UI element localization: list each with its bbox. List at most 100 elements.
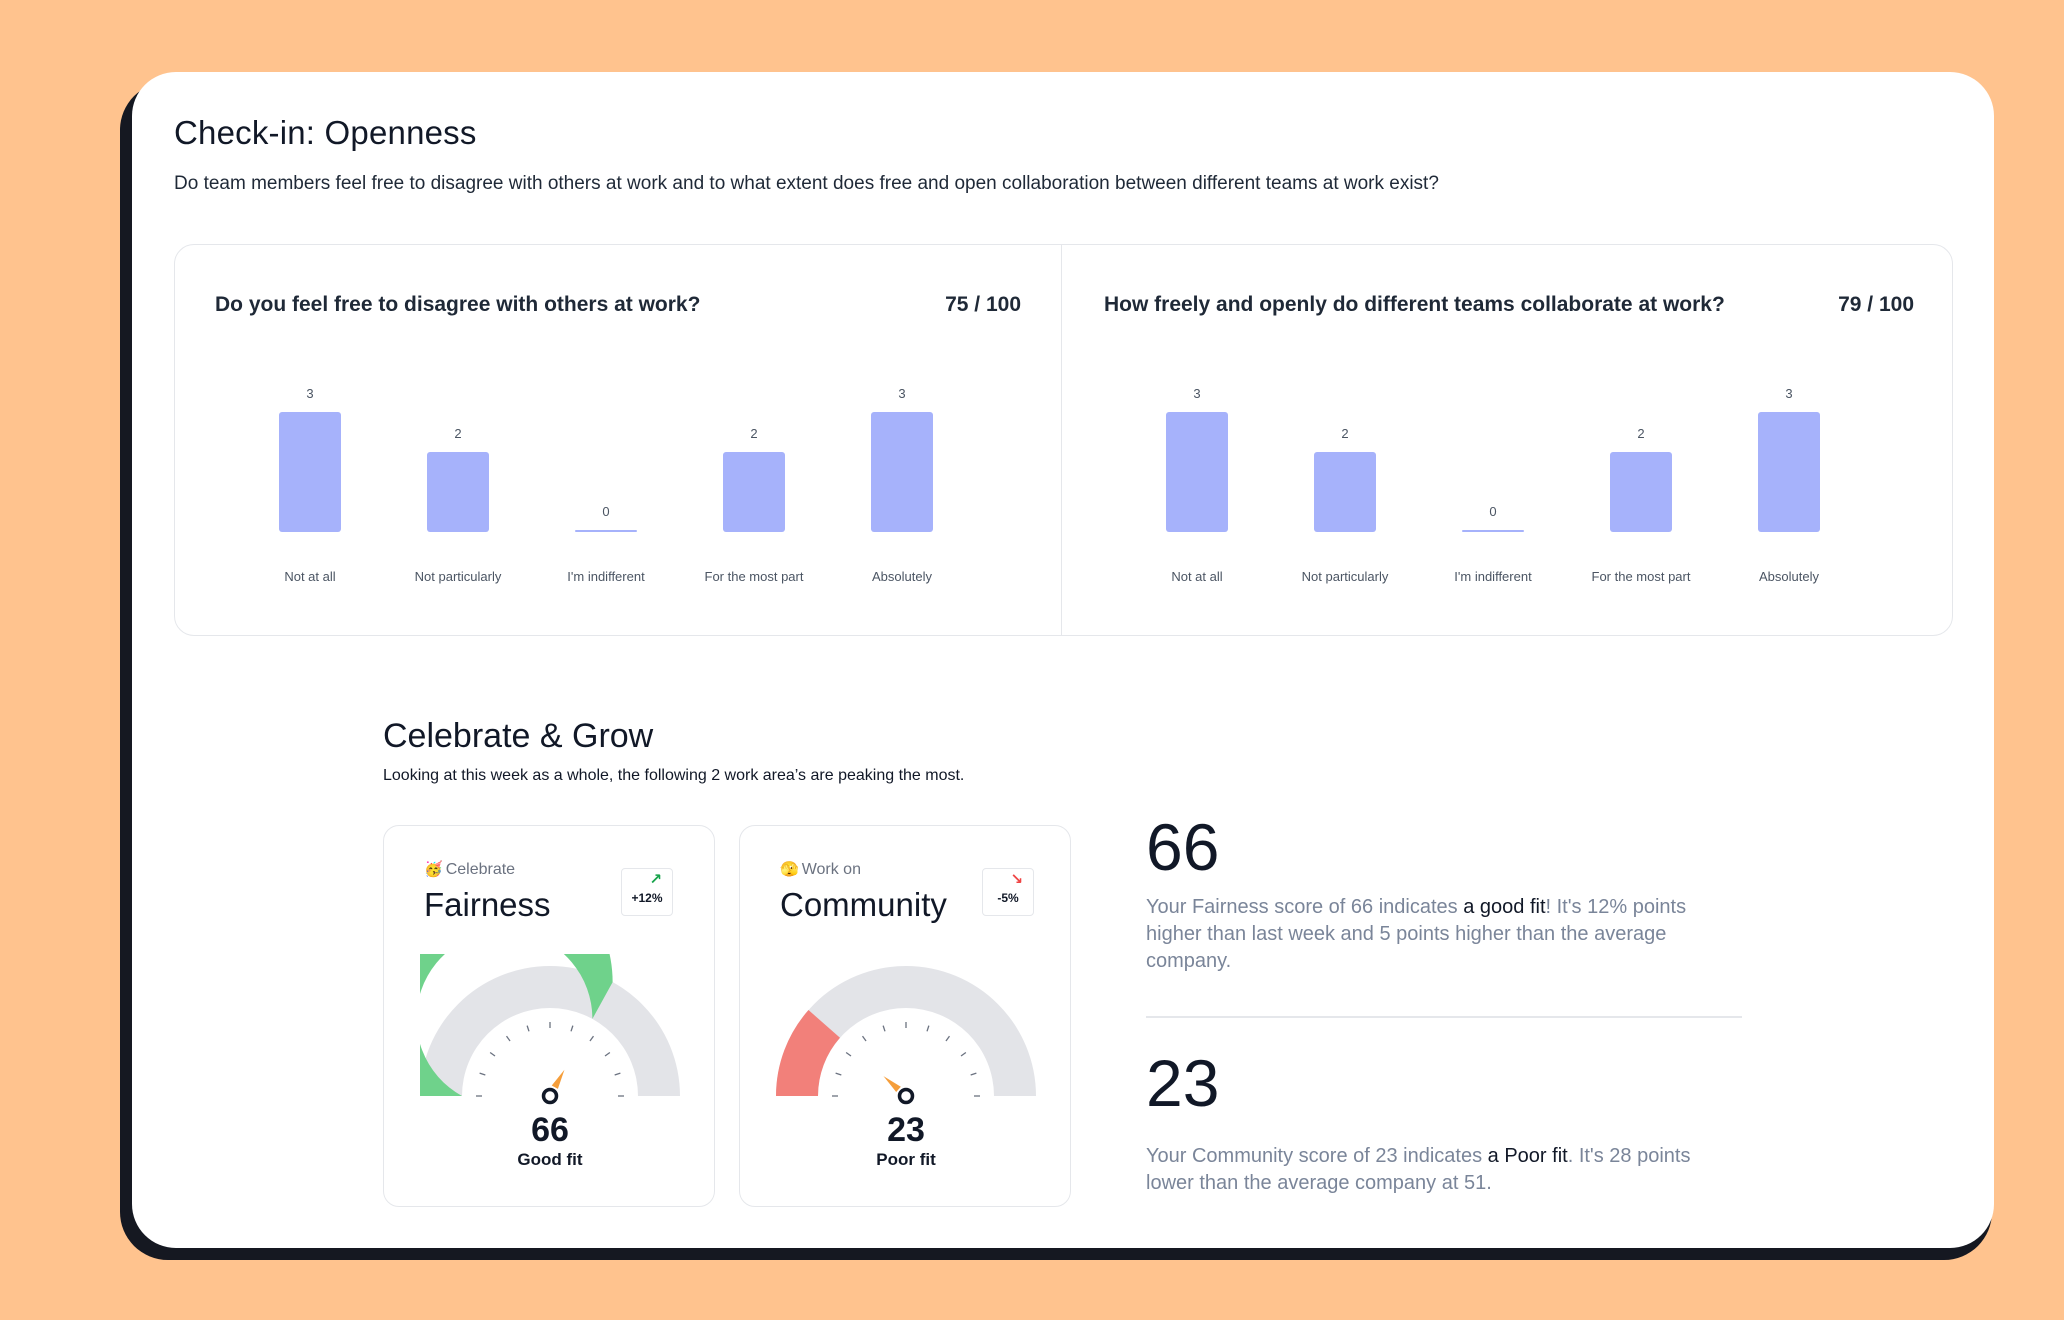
summary-text-fairness: Your Fairness score of 66 indicates a go… [1146,894,1706,975]
bar [279,412,341,532]
gauge-tick [570,1025,574,1032]
gauge-tick [479,1072,486,1076]
gauge-score: 66 [531,1111,569,1149]
bar [427,452,489,532]
question-title: How freely and openly do different teams… [1104,293,1725,316]
bar-value-label: 0 [1489,504,1497,519]
bar-category-label: For the most part [704,569,804,584]
gauge-tick [926,1025,930,1032]
gauge-tick [589,1035,595,1042]
bar [1166,412,1228,532]
bar [1610,452,1672,532]
gauge-tick [526,1025,530,1032]
gauge-chart [776,966,1036,1105]
gauge-needle [551,1069,565,1089]
gauge-score: 23 [887,1111,925,1149]
summary-text-part: Your Community score of 23 indicates [1146,1145,1488,1167]
bar-category-label: Absolutely [1759,569,1819,584]
party-face-icon: 🥳 [424,861,443,878]
section-description: Looking at this week as a whole, the fol… [383,767,965,784]
bar-value-label: 3 [306,386,314,401]
gauge-track [420,966,680,1096]
bar-value-label: 3 [898,386,906,401]
bar-value-label: 3 [1193,386,1201,401]
bar-category-label: Not at all [1171,569,1223,584]
question-title: Do you feel free to disagree with others… [215,293,701,316]
arrow-down-right-icon: ↘ [1010,871,1023,888]
gauge-tick [960,1051,967,1057]
summary-score-community: 23 [1146,1046,1220,1120]
question-panel-1: Do you feel free to disagree with others… [175,245,1061,635]
card-tag: 🥳 Celebrate [424,860,515,879]
checkin-card: Check-in: Openness Do team members feel … [132,72,1994,1248]
gauge-tick [945,1035,951,1042]
gauge-fill [776,1010,840,1096]
bar [1462,530,1524,532]
gauge-pivot [897,1087,915,1105]
gauge-pivot [541,1087,559,1105]
section-title: Celebrate & Grow [383,717,654,755]
bar-category-label: For the most part [1591,569,1691,584]
summary-text-part: ! It's 12% points higher than last week … [1146,896,1687,972]
summary-text-part: Your Fairness score of 66 indicates [1146,896,1464,918]
gauge-track [776,966,1036,1096]
bar-value-label: 2 [454,426,462,441]
page-description: Do team members feel free to disagree wi… [174,173,1439,194]
summary-score-fairness: 66 [1146,810,1220,884]
card-tag-label: Work on [801,861,861,878]
gauge-tick [882,1025,886,1032]
gauge-tick [614,1072,621,1076]
gauge-tick [970,1072,977,1076]
card-tag-label: Celebrate [445,861,516,878]
gauge-tick [861,1035,867,1042]
gauge-needle [883,1076,901,1093]
trend-percent: +12% [631,891,663,905]
gauge-fill [420,954,613,1096]
gauge-tick [489,1051,496,1057]
bar [1314,452,1376,532]
summary-divider [1146,1016,1742,1018]
summary-highlight: a good fit [1463,896,1546,918]
card-tag: 🫣 Work on [780,860,861,879]
bar [575,530,637,532]
gauge-verdict: Good fit [517,1150,583,1169]
trend-badge: ↗ +12% [621,868,673,916]
summary-text-part: . It's 28 points lower than the average … [1146,1145,1691,1194]
gauge-chart [420,954,680,1105]
question-score: 75 / 100 [945,293,1021,316]
summary-highlight: a Poor fit [1487,1145,1568,1167]
gauge-tick [835,1072,842,1076]
bar-value-label: 2 [1341,426,1349,441]
question-score: 79 / 100 [1838,293,1914,316]
bar-category-label: Not particularly [1301,569,1389,584]
trend-percent: -5% [997,891,1019,905]
gauge-verdict: Poor fit [876,1150,936,1169]
bar-value-label: 0 [602,504,610,519]
work-on-card-community: 🫣 Work on Community ↘ -5% 23 Poor fit [739,825,1071,1207]
bar-value-label: 3 [1785,386,1793,401]
questions-panel: Do you feel free to disagree with others… [174,244,1953,636]
celebrate-card-fairness: 🥳 Celebrate Fairness ↗ +12% 66 Good fit [383,825,715,1207]
question-panel-2: How freely and openly do different teams… [1061,245,1954,635]
bar [1758,412,1820,532]
bar-chart: 3 Not at all 2 Not particularly 0 I'm indiffe… [175,245,1061,635]
bar-category-label: I'm indifferent [1454,569,1532,584]
bar-category-label: Not at all [284,569,336,584]
peeking-face-icon: 🫣 [780,861,799,878]
bar-value-label: 2 [750,426,758,441]
bar [723,452,785,532]
bar-chart: 3 Not at all 2 Not particularly 0 I'm indiffe… [1062,245,1954,635]
bar-category-label: I'm indifferent [567,569,645,584]
arrow-up-right-icon: ↗ [649,871,662,888]
gauge-tick [604,1051,611,1057]
gauge-tick [845,1051,852,1057]
trend-badge: ↘ -5% [982,868,1034,916]
card-name: Community [780,886,947,923]
gauge-tick [505,1035,511,1042]
bar [871,412,933,532]
bar-value-label: 2 [1637,426,1645,441]
bar-category-label: Not particularly [414,569,502,584]
summary-text-community: Your Community score of 23 indicates a P… [1146,1143,1706,1197]
bar-category-label: Absolutely [872,569,932,584]
page-title: Check-in: Openness [174,114,477,151]
